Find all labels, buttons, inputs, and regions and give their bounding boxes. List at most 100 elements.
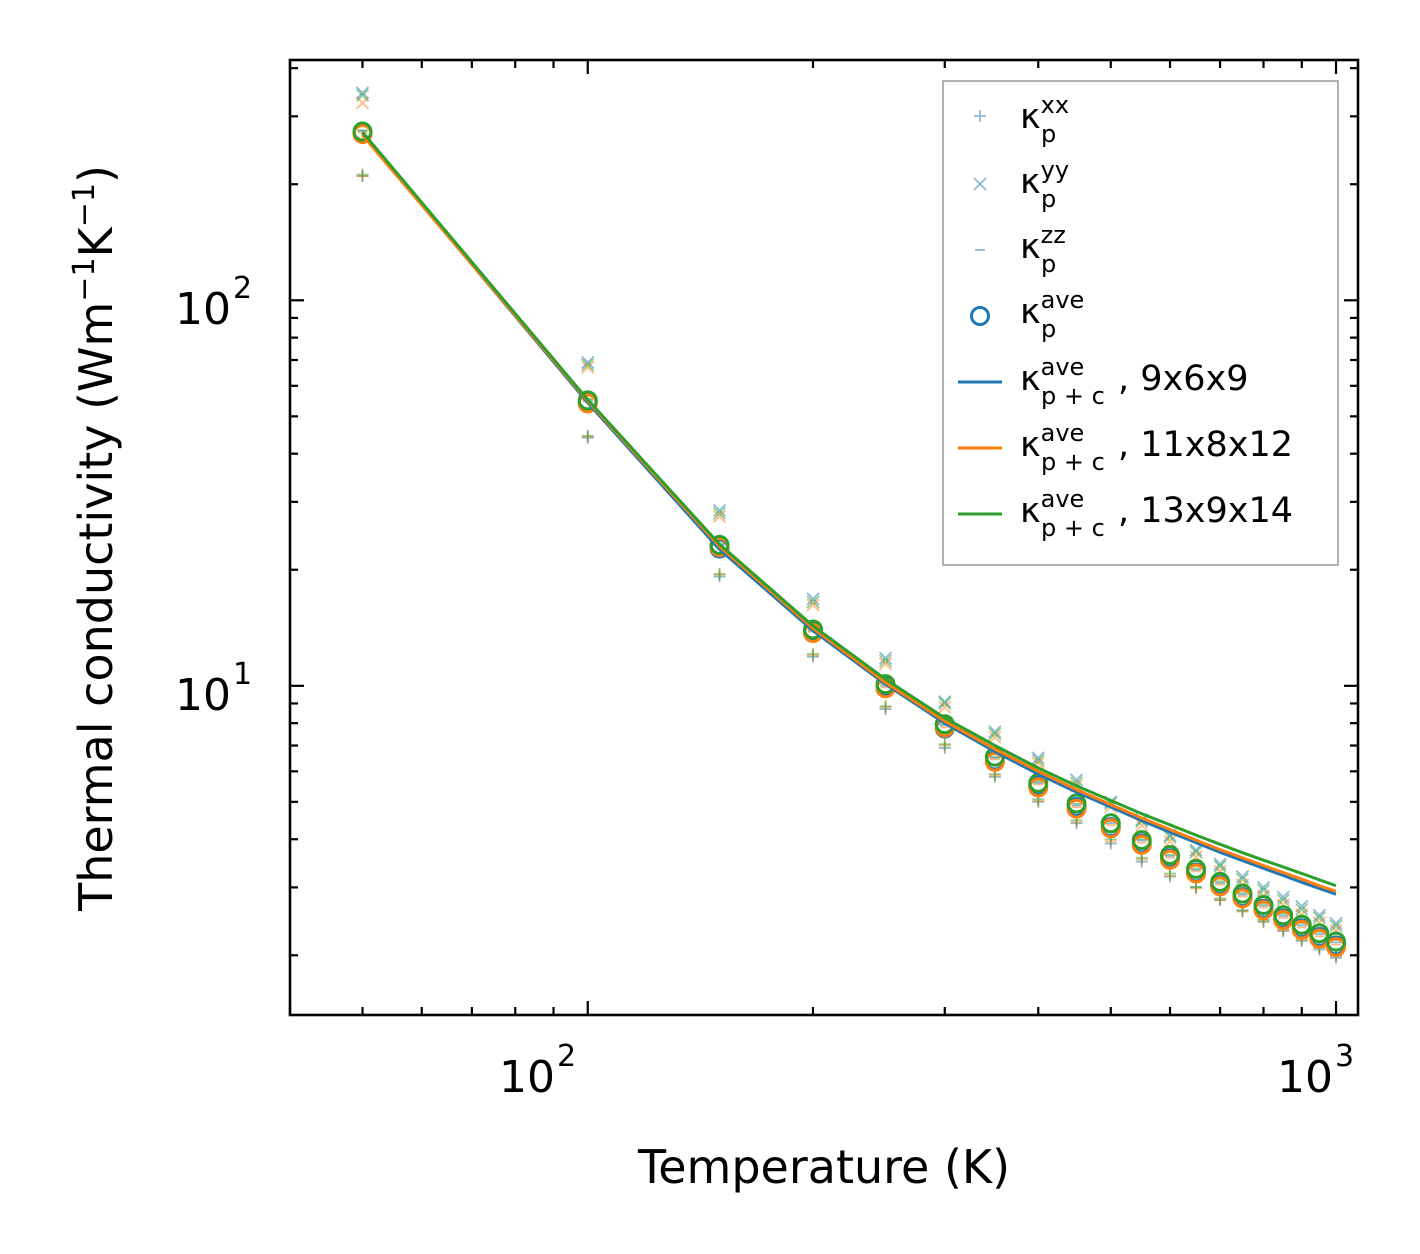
kappa_yy-point: [878, 654, 893, 668]
kappa_ave-point: [1253, 895, 1274, 916]
kappa_ave-point: [1066, 793, 1087, 814]
legend-markers: [958, 110, 1002, 516]
x-tick-base: 10: [499, 1052, 555, 1103]
legend-symbol: κ: [1020, 359, 1041, 399]
legend-sup: ave: [1041, 419, 1085, 447]
legend-symbol: κ: [1020, 162, 1041, 202]
legend-label-kappa-zz: κzz p: [1020, 221, 1066, 278]
y-tick-label-100: 10 2: [175, 271, 252, 335]
x-axis-label: Temperature (K): [637, 1140, 1010, 1194]
y-tick-base: 10: [175, 284, 231, 335]
kappa_yy-point: [1256, 883, 1271, 897]
legend-marker-x: [973, 177, 987, 191]
kappa_yy-point: [1312, 911, 1326, 925]
kappa_yy-point: [712, 503, 727, 518]
legend-sub: p + c: [1041, 514, 1105, 542]
kappa_yy-point: [1163, 834, 1177, 848]
legend-suffix: , 9x6x9: [1118, 359, 1248, 399]
kappa_yy-point: [806, 595, 820, 609]
kappa_yy-point: [938, 700, 952, 714]
legend-symbol: κ: [1020, 425, 1041, 465]
legend-box: [942, 80, 1339, 566]
kappa_yy-point: [355, 88, 370, 103]
kappa_ave-point: [1131, 830, 1152, 851]
legend-sup: yy: [1041, 156, 1069, 184]
legend-label-kappa-xx: κxx p: [1020, 91, 1069, 148]
kappa_ave-point: [1232, 883, 1253, 904]
legend-sub: p: [1041, 185, 1056, 213]
legend-suffix: , 11x8x12: [1118, 425, 1293, 465]
kappa_ave-point: [1326, 931, 1347, 952]
kappa_yy-point: [1276, 893, 1290, 907]
kappa_xx-point: [581, 429, 594, 442]
kappa_xx-point: [938, 738, 951, 751]
x-tick-exponent: 3: [1335, 1039, 1354, 1074]
kappa_yy-point: [712, 509, 727, 524]
y-axis-label: Thermal conductivity (Wm−1K−1): [67, 165, 123, 912]
kappa_yy-point: [1329, 919, 1343, 933]
kappa_ave-point: [1291, 914, 1312, 935]
kappa_xx-point: [356, 168, 369, 181]
y-label-k: K: [69, 225, 123, 257]
kappa_yy-point: [878, 651, 893, 665]
legend-sub: p: [1041, 250, 1056, 278]
y-tick-exponent: 2: [233, 271, 252, 306]
legend-label-kappa-yy: κyy p: [1020, 156, 1069, 213]
kappa_yy-point: [1189, 845, 1203, 859]
kappa_yy-point: [938, 696, 952, 711]
legend-sup: ave: [1041, 485, 1085, 513]
legend-label-kappa-ave: κave p: [1020, 286, 1084, 343]
kappa_yy-point: [1213, 859, 1227, 874]
y-label-close: ): [69, 165, 123, 183]
series-line-kappa_pc_11x8x12: [361, 134, 1337, 893]
axis-ticks: [288, 60, 1358, 1015]
kappa_yy-point: [581, 355, 595, 370]
kappa_yy-point: [1031, 751, 1045, 765]
kappa_ave-point: [803, 619, 824, 640]
legend-symbol: κ: [1020, 227, 1041, 267]
x-tick-label-100: 10 2: [499, 1039, 576, 1103]
kappa_ave-point: [1186, 858, 1207, 879]
legend: κxx p κyy p κzz p κave p κave p + c, 9x6x9 κa…: [942, 80, 1339, 566]
kappa_ave-point: [352, 121, 373, 142]
kappa_yy-point: [712, 506, 727, 521]
kappa_yy-point: [355, 86, 370, 100]
kappa_ave-point: [577, 390, 598, 411]
x-tick-base: 10: [1277, 1052, 1333, 1103]
y-tick-base: 10: [175, 670, 231, 721]
series-line-kappa_pc_9x6x9: [361, 133, 1337, 896]
legend-sub: p: [1041, 120, 1056, 148]
kappa_ave-point: [1210, 871, 1231, 892]
kappa_ave-point: [1160, 845, 1181, 866]
kappa_yy-point: [1295, 902, 1309, 917]
kappa_yy-point: [938, 694, 952, 709]
legend-sub: p: [1041, 315, 1056, 343]
plot-area: [352, 86, 1347, 964]
legend-marker-circle: [970, 306, 990, 326]
legend-label-13x9x14: κave p + c , 13x9x14: [1020, 485, 1293, 542]
legend-symbol: κ: [1020, 97, 1041, 137]
y-label-main: Thermal conductivity (Wm: [69, 302, 123, 912]
legend-symbol: κ: [1020, 491, 1041, 531]
legend-marker-plus: [974, 110, 986, 122]
kappa_yy-point: [806, 592, 820, 606]
legend-sup: ave: [1041, 353, 1085, 381]
y-tick-label-10: 10 1: [175, 657, 252, 721]
legend-sup: zz: [1041, 221, 1066, 249]
kappa_xx-point: [807, 647, 820, 660]
kappa_ave-point: [1326, 937, 1347, 958]
y-label-exp-2: −1: [67, 183, 102, 227]
y-label-exp-1: −1: [67, 257, 102, 301]
kappa_xx-point: [879, 700, 892, 713]
legend-label-9x6x9: κave p + c , 9x6x9: [1020, 353, 1248, 410]
legend-symbol: κ: [1020, 292, 1041, 332]
legend-label-11x8x12: κave p + c , 11x8x12: [1020, 419, 1293, 476]
legend-sup: ave: [1041, 286, 1085, 314]
kappa_yy-point: [581, 360, 595, 374]
kappa_ave-point: [1309, 923, 1330, 944]
kappa_yy-point: [581, 358, 595, 372]
kappa_ave-point: [1273, 905, 1294, 926]
kappa_xx-point: [713, 567, 726, 580]
kappa_yy-point: [878, 657, 893, 671]
